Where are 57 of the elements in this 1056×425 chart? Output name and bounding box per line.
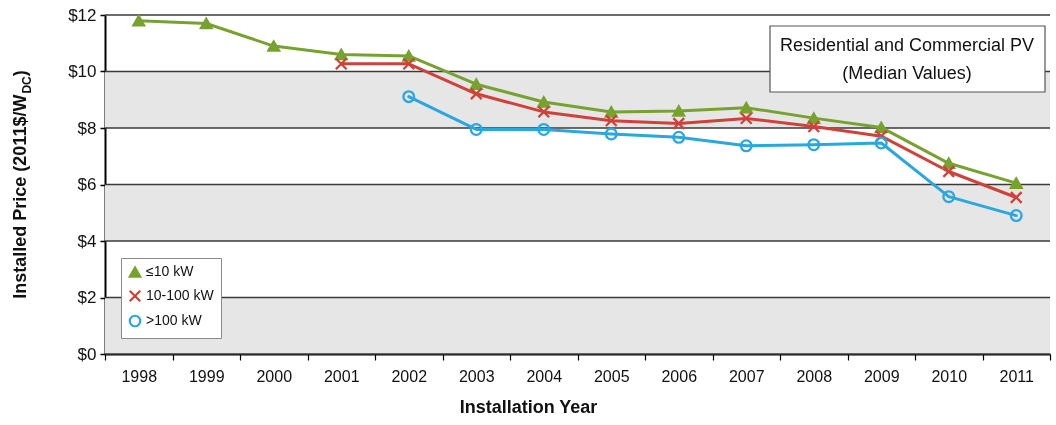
point <box>739 101 753 114</box>
legend-label: 10-100 kW <box>146 287 215 303</box>
x-tick-label: 1999 <box>188 367 225 385</box>
point <box>739 139 753 153</box>
x-tick-label: 2007 <box>728 367 765 385</box>
point <box>942 164 956 179</box>
point <box>267 40 281 52</box>
point <box>469 78 483 91</box>
point <box>132 14 146 27</box>
point <box>537 105 551 119</box>
x-tick-label: 1998 <box>121 367 158 385</box>
y-tick-label: $12 <box>68 5 97 25</box>
point <box>1009 190 1023 205</box>
point <box>469 87 483 101</box>
y-tick-label: $2 <box>77 288 97 307</box>
x-tick-label: 2004 <box>526 367 563 385</box>
point <box>672 116 686 130</box>
text: (Median Values) <box>842 63 972 83</box>
point <box>334 57 348 71</box>
point <box>874 129 888 143</box>
x-tick-label: 2010 <box>931 367 968 385</box>
y-tick-label: $0 <box>77 344 97 364</box>
legend-label: ≤10 kW <box>146 263 195 279</box>
x-tick-label: 2009 <box>863 367 900 385</box>
y-tick-label: $4 <box>77 231 97 251</box>
y-tick-label: $8 <box>77 118 97 138</box>
point <box>1009 177 1023 189</box>
point <box>604 127 618 141</box>
point <box>1009 209 1023 223</box>
point <box>672 105 686 117</box>
point <box>402 90 416 104</box>
point <box>469 122 483 136</box>
y-axis-title: Installed Price (2011$/WDC) <box>10 70 34 299</box>
point <box>537 122 551 136</box>
point <box>402 57 416 71</box>
x-tick-label: 2000 <box>256 367 293 385</box>
point <box>672 130 686 144</box>
x-tick-label: 2002 <box>391 367 428 385</box>
point <box>942 190 956 204</box>
legend-label: >100 kW <box>146 312 203 328</box>
point <box>874 136 888 150</box>
point <box>199 17 213 30</box>
point <box>604 114 618 128</box>
point <box>807 138 821 152</box>
point <box>807 120 821 134</box>
y-tick-label: $10 <box>68 62 97 81</box>
x-axis-title: Installation Year <box>459 396 598 417</box>
x-tick-label: 2008 <box>796 367 833 385</box>
x-tick-label: 2001 <box>323 367 360 385</box>
x-tick-label: 2011 <box>999 367 1035 385</box>
x-tick-label: 2003 <box>458 367 495 385</box>
x-tick-label: 2006 <box>661 367 698 385</box>
y-tick-label: $6 <box>77 175 97 194</box>
point <box>537 96 551 108</box>
point <box>739 111 753 125</box>
text: Residential and Commercial PV <box>779 35 1035 55</box>
x-tick-label: 2005 <box>593 367 630 385</box>
